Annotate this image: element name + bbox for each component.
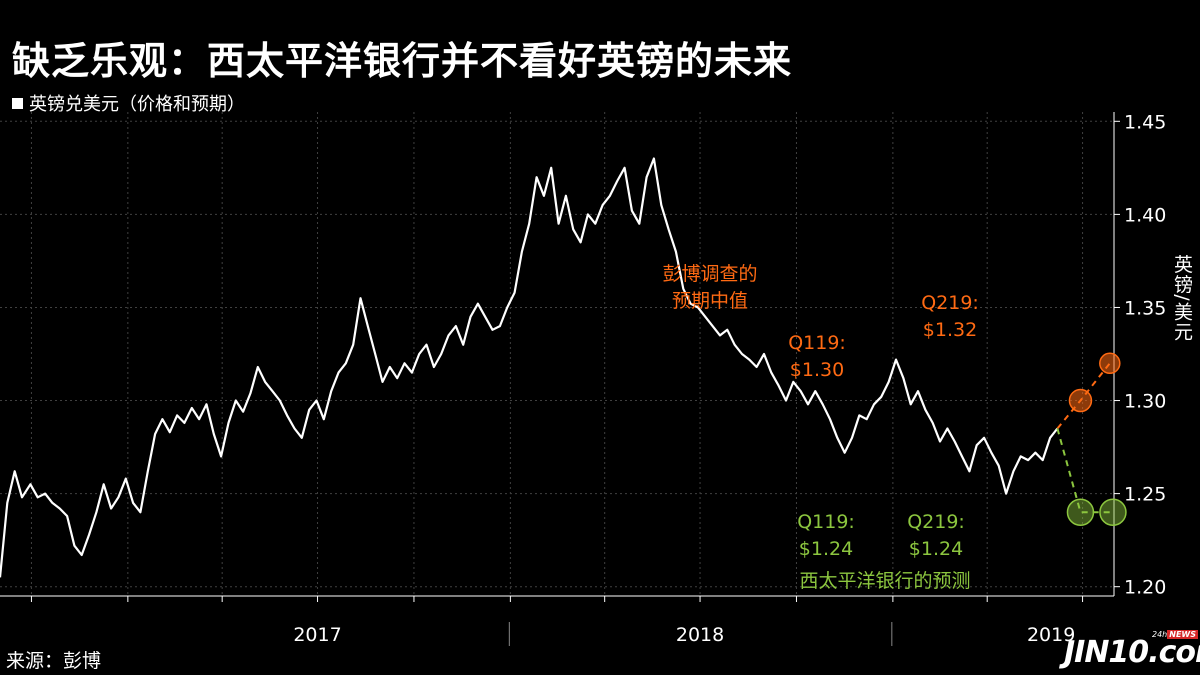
legend-label: 英镑兑美元（价格和预期）: [29, 94, 245, 115]
westpac-q119-label: Q119: $1.24: [797, 511, 855, 560]
westpac-forecast-label: 西太平洋银行的预测: [799, 570, 970, 592]
y-tick-label: 1.25: [1124, 484, 1166, 506]
grid: [0, 112, 1114, 596]
axes: 1.20 1.25 1.30 1.35 1.40 1.45 2017 2018 2019 英镑/美…: [0, 111, 1193, 646]
logo-main: JIN10.com: [1064, 635, 1200, 670]
bloomberg-forecast-point: [1099, 352, 1121, 375]
x-tick-label: 2018: [676, 624, 724, 646]
y-tick-label: 1.45: [1124, 111, 1166, 133]
westpac-forecast-point: [1066, 498, 1095, 526]
x-tick-label: 2019: [1027, 624, 1075, 646]
westpac-forecast-point: [1099, 498, 1127, 526]
y-axis-title: 英镑/美元: [1171, 254, 1193, 342]
y-tick-label: 1.40: [1124, 204, 1166, 226]
series-price: [0, 157, 1059, 578]
logo-sub: 24h NEWS: [1152, 630, 1198, 639]
y-tick-label: 1.20: [1124, 577, 1166, 599]
annotations: 彭博调查的预期中值 Q119: $1.30 Q219: $1.32 Q119: $1.24 Q…: [662, 263, 1127, 592]
x-tick-label: 2017: [293, 624, 341, 646]
westpac-q219-label: Q219: $1.24: [907, 511, 965, 560]
legend: 英镑兑美元（价格和预期）: [12, 90, 245, 116]
bloomberg-forecast-point: [1068, 388, 1093, 413]
source-note: 来源：彭博: [6, 650, 102, 672]
bloomberg-forecast-label: 彭博调查的预期中值: [662, 263, 757, 312]
bloomberg-q119-label: Q119: $1.30: [788, 332, 846, 381]
y-tick-label: 1.30: [1124, 391, 1166, 413]
legend-square-icon: [12, 97, 23, 109]
bloomberg-q219-label: Q219: $1.32: [921, 292, 979, 341]
y-tick-label: 1.35: [1124, 297, 1166, 319]
chart-title: 缺乏乐观：西太平洋银行并不看好英镑的未来: [12, 39, 793, 83]
